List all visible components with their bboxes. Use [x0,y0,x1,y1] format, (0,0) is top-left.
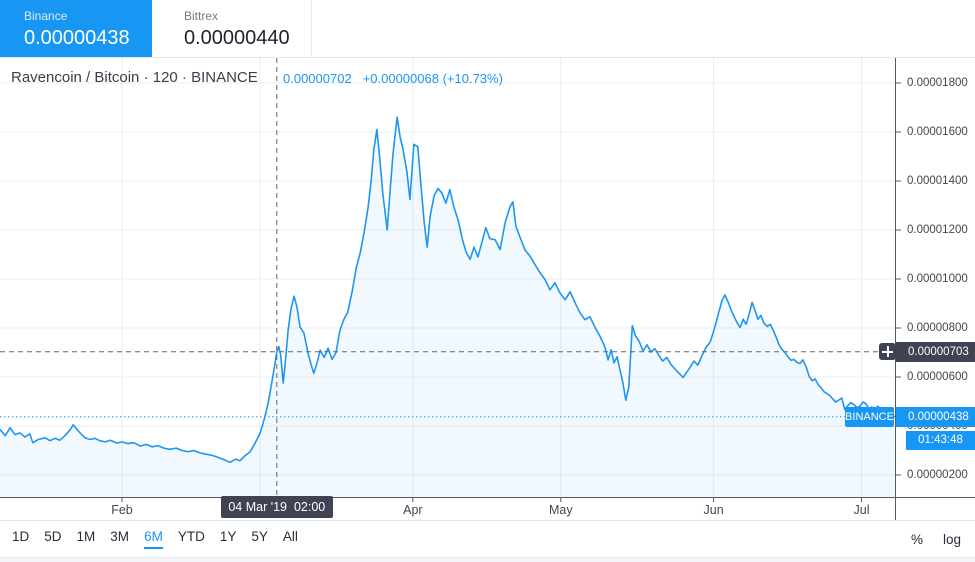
tab-bittrex[interactable]: Bittrex 0.00000440 [152,0,312,57]
chart-toolbar: 1D 5D 1M 3M 6M YTD 1Y 5Y All % log [0,520,975,557]
tab-bittrex-label: Bittrex [184,9,219,23]
range-button-5d[interactable]: 5D [44,529,62,544]
tab-binance-label: Binance [24,9,68,23]
y-axis-label: 0.00001400 [907,175,968,187]
y-axis-label: 0.00001000 [907,273,968,285]
y-axis-label: 0.00000600 [907,371,968,383]
y-axis-label: 0.00001600 [907,126,968,138]
log-scale-button[interactable]: log [942,531,961,547]
x-axis-label: Jul [853,503,870,517]
crosshair-cursor-icon [879,343,896,361]
price-line [0,116,896,464]
y-axis-label: 0.00001200 [907,224,968,236]
price-chart-canvas[interactable] [0,58,975,520]
range-button-ytd[interactable]: YTD [177,529,205,544]
exchange-tabbar: Binance 0.00000438 Bittrex 0.00000440 [0,0,975,58]
range-button-6m[interactable]: 6M [144,529,163,549]
crosshair-time-badge: 04 Mar '19 02:00 [220,495,333,518]
x-axis-label: May [548,503,573,517]
area-fill [0,117,895,498]
hovered-change: +0.00000068 (+10.73%) [362,71,503,86]
range-button-1m[interactable]: 1M [76,529,96,544]
last-price-badge: 0.00000438 [896,406,975,427]
range-button-1d[interactable]: 1D [12,529,30,544]
tab-binance-price: 0.00000438 [24,27,130,49]
scale-buttons: % log [911,532,961,547]
y-axis-label: 0.00000200 [907,469,968,481]
x-axis-label: Feb [111,503,133,517]
tab-bittrex-price: 0.00000440 [184,27,290,49]
x-axis-label: Jun [703,503,724,517]
bar-countdown-badge: 01:43:48 [906,430,975,450]
chart-panel: Ravencoin / Bitcoin · 120 · BINANCE 0.00… [0,58,975,520]
range-button-all[interactable]: All [282,529,298,544]
percent-scale-button[interactable]: % [910,531,923,547]
crosshair-price-badge: 0.00000703 [896,341,975,362]
exchange-label-badge: BINANCE [845,406,894,427]
range-button-1y[interactable]: 1Y [219,529,237,544]
x-axis-label: Apr [403,503,423,517]
tab-binance[interactable]: Binance 0.00000438 [0,0,152,57]
bottom-strip [0,557,975,562]
y-axis-label: 0.00001800 [907,77,968,89]
ohlc-readout: 0.00000702 +0.00000068 (+10.73%) [283,71,503,86]
y-axis-label: 0.00000800 [907,322,968,334]
range-button-5y[interactable]: 5Y [251,529,268,544]
date-range-buttons: 1D 5D 1M 3M 6M YTD 1Y 5Y All [12,529,298,549]
range-button-3m[interactable]: 3M [110,529,130,544]
symbol-title: Ravencoin / Bitcoin · 120 · BINANCE [11,69,258,86]
hovered-price: 0.00000702 [283,71,352,86]
